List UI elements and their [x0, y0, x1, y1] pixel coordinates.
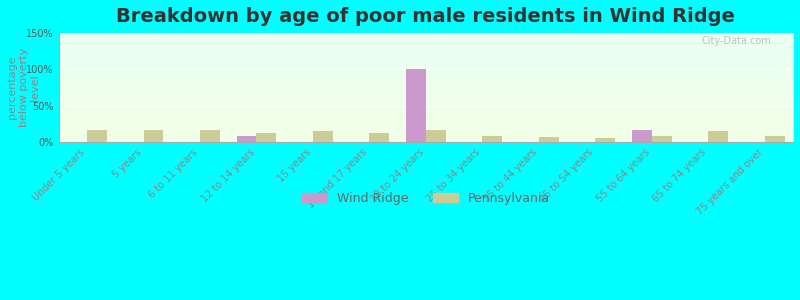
Bar — [652, 136, 672, 142]
Bar — [539, 137, 558, 142]
Bar — [87, 130, 107, 142]
Text: City-Data.com: City-Data.com — [702, 36, 771, 46]
Title: Breakdown by age of poor male residents in Wind Ridge: Breakdown by age of poor male residents … — [117, 7, 735, 26]
Bar — [237, 136, 257, 142]
Bar — [406, 69, 426, 142]
Bar — [426, 130, 446, 142]
Bar — [313, 131, 333, 142]
Bar — [632, 130, 652, 142]
Bar — [200, 130, 220, 142]
Bar — [708, 131, 728, 142]
Bar — [143, 130, 163, 142]
Y-axis label: percentage
below poverty
level: percentage below poverty level — [7, 48, 40, 127]
Bar — [257, 133, 276, 142]
Bar — [765, 136, 785, 142]
Bar — [370, 133, 390, 142]
Bar — [482, 136, 502, 142]
Bar — [595, 138, 615, 142]
Legend: Wind Ridge, Pennsylvania: Wind Ridge, Pennsylvania — [297, 187, 555, 210]
